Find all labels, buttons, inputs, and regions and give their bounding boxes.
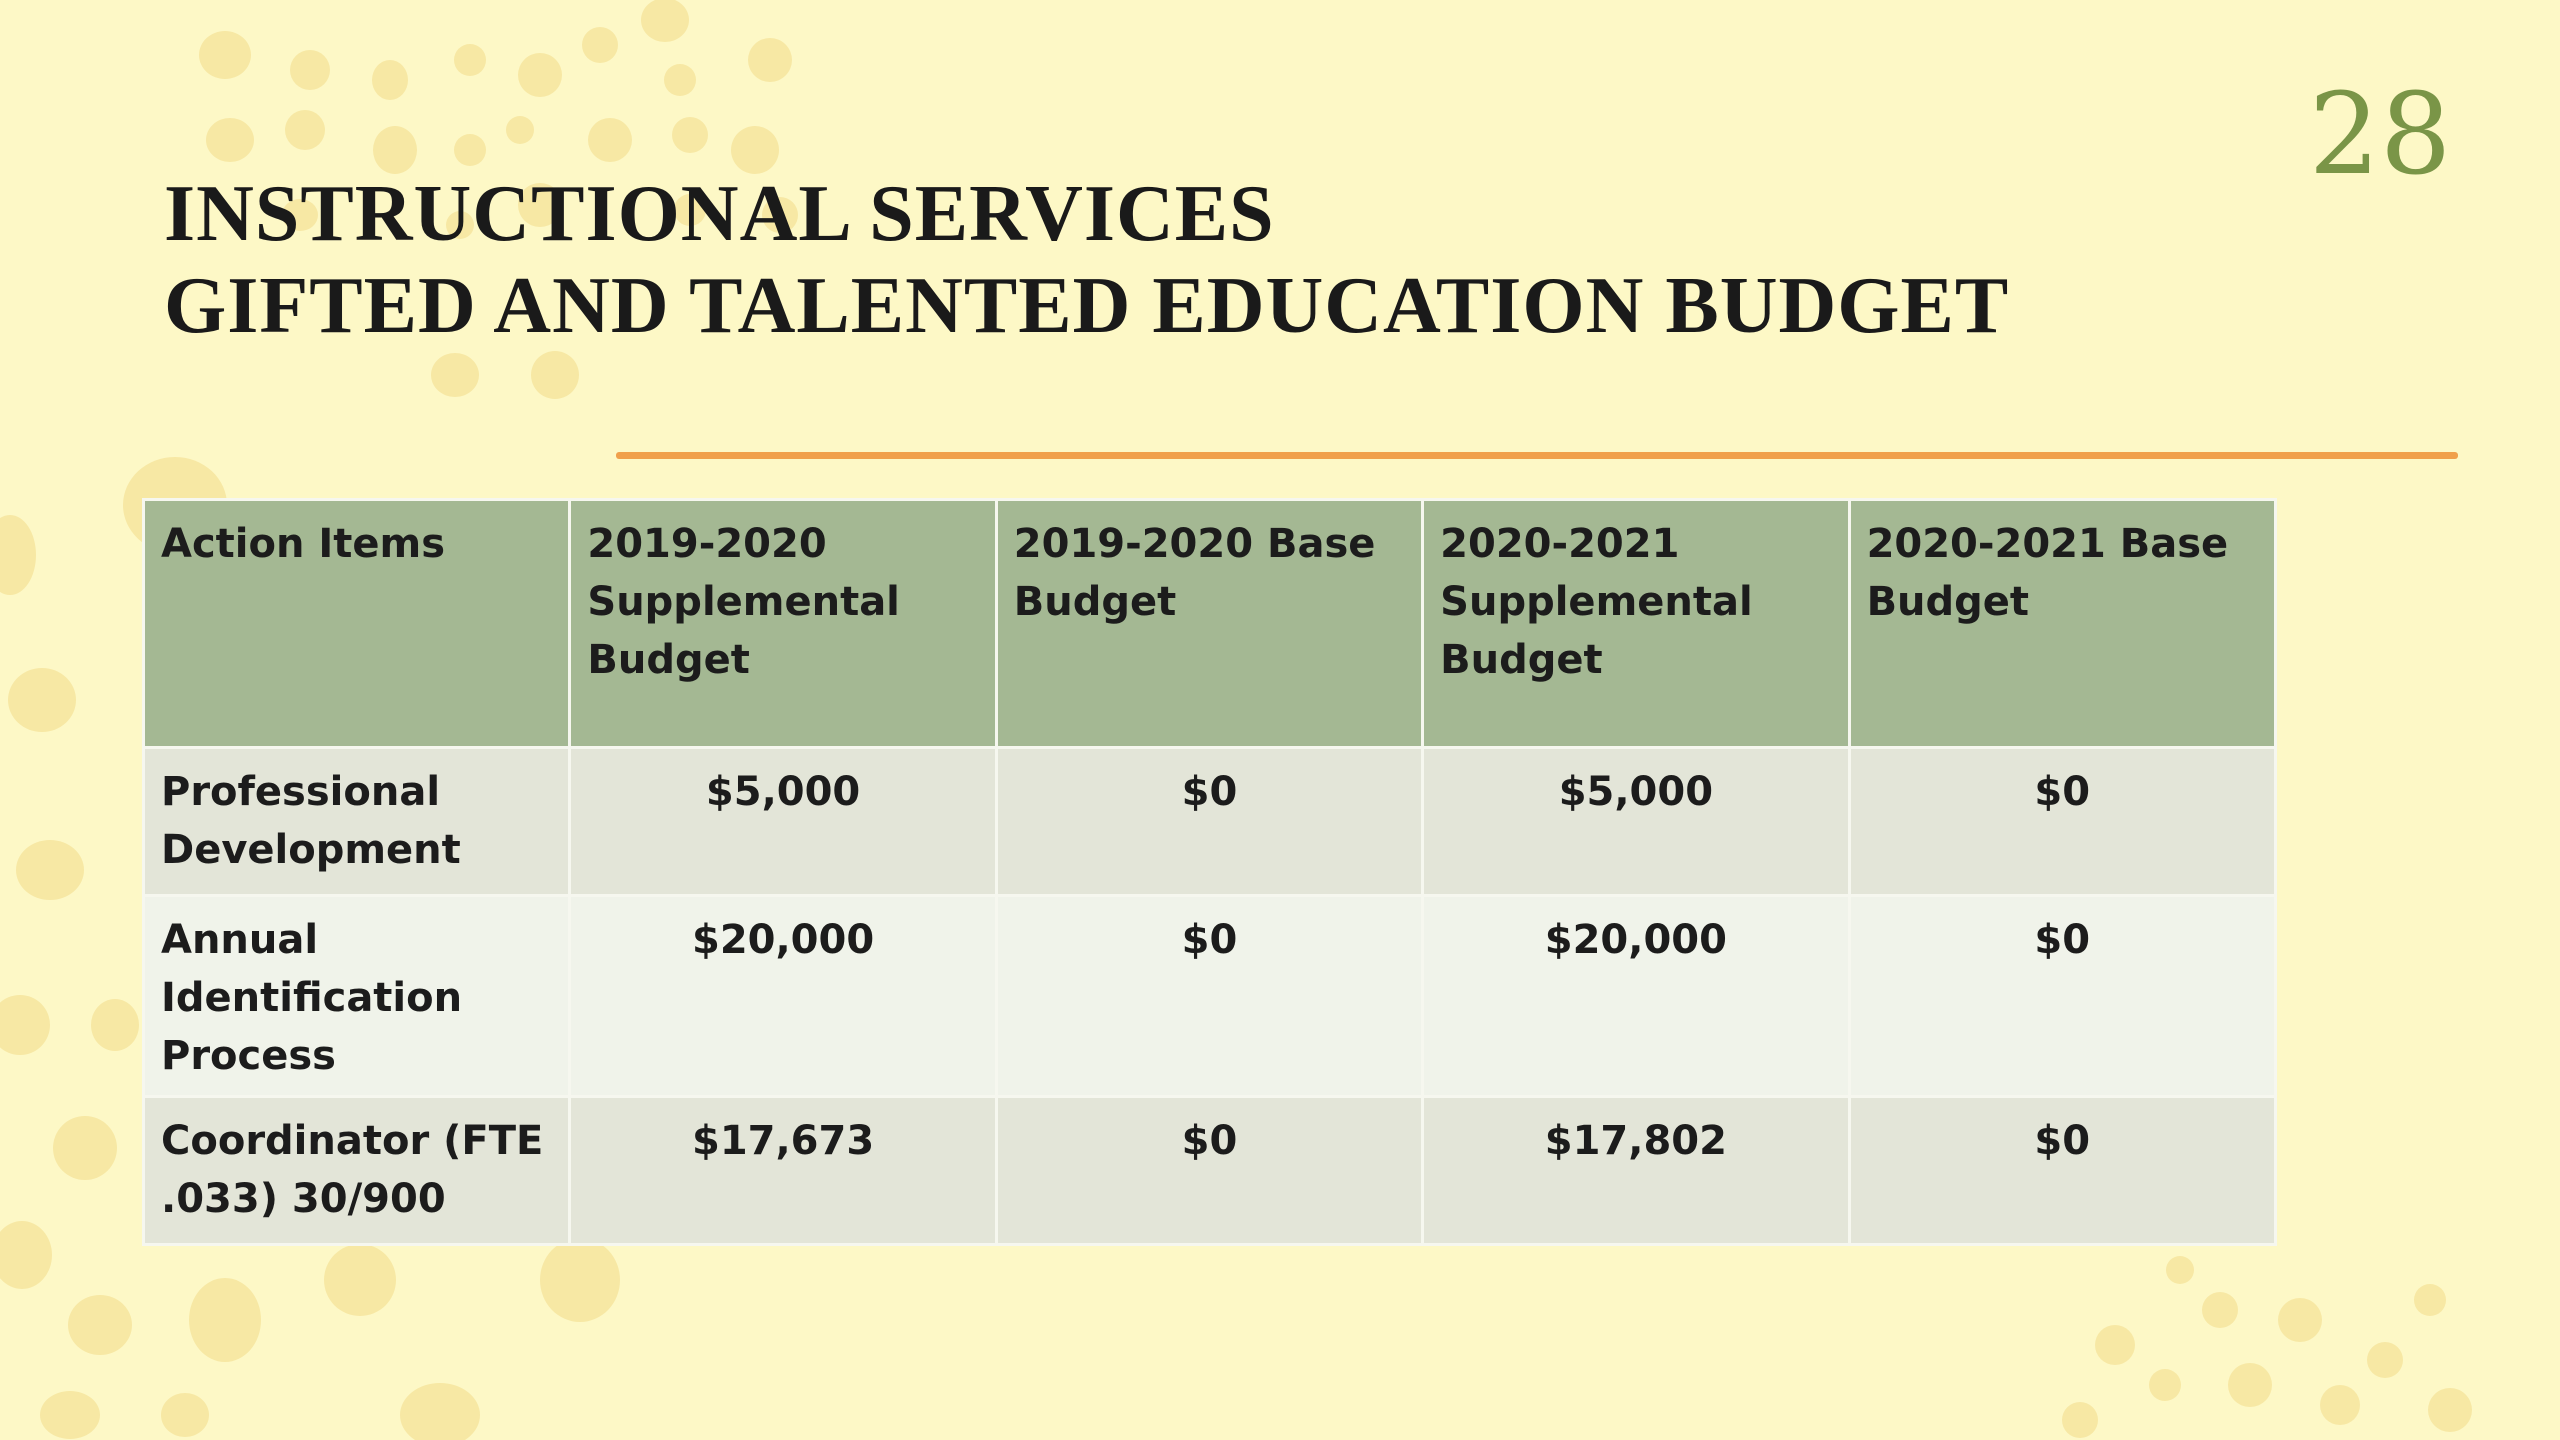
base-2019-2020-cell: $0 [994,746,1425,897]
table-row: Annual Identification Process $20,000 $0… [141,894,2277,1098]
supplemental-2020-2021-cell: $5,000 [1421,746,1851,897]
budget-table: Action Items 2019-2020 Supplemental Budg… [141,498,2277,1246]
supplemental-2019-2020-cell: $20,000 [568,894,998,1098]
supplemental-2020-2021-cell: $20,000 [1421,894,1851,1098]
accent-divider-line [616,452,2458,459]
table-row: Coordinator (FTE .033) 30/900 $17,673 $0… [141,1095,2277,1246]
header-2020-2021-supplemental-budget: 2020-2021 Supplemental Budget [1421,498,1851,749]
base-2019-2020-cell: $0 [994,894,1425,1098]
slide-title-line-1: INSTRUCTIONAL SERVICES [164,170,1275,258]
header-2019-2020-base-budget: 2019-2020 Base Budget [994,498,1425,749]
header-2019-2020-supplemental-budget: 2019-2020 Supplemental Budget [568,498,998,749]
table-header-row: Action Items 2019-2020 Supplemental Budg… [141,498,2277,749]
supplemental-2019-2020-cell: $17,673 [568,1095,998,1246]
slide-number: 28 [2308,70,2452,200]
action-item-cell: Annual Identification Process [141,894,572,1098]
header-2020-2021-base-budget: 2020-2021 Base Budget [1847,498,2277,749]
slide-title-line-2: GIFTED AND TALENTED EDUCATION BUDGET [164,262,2010,350]
header-action-items: Action Items [141,498,572,749]
base-2020-2021-cell: $0 [1847,894,2277,1098]
table-row: Professional Development $5,000 $0 $5,00… [141,746,2277,897]
base-2019-2020-cell: $0 [994,1095,1425,1246]
supplemental-2020-2021-cell: $17,802 [1421,1095,1851,1246]
action-item-cell: Professional Development [141,746,572,897]
base-2020-2021-cell: $0 [1847,1095,2277,1246]
base-2020-2021-cell: $0 [1847,746,2277,897]
action-item-cell: Coordinator (FTE .033) 30/900 [141,1095,572,1246]
slide-title: INSTRUCTIONAL SERVICES GIFTED AND TALENT… [164,168,2264,352]
supplemental-2019-2020-cell: $5,000 [568,746,998,897]
